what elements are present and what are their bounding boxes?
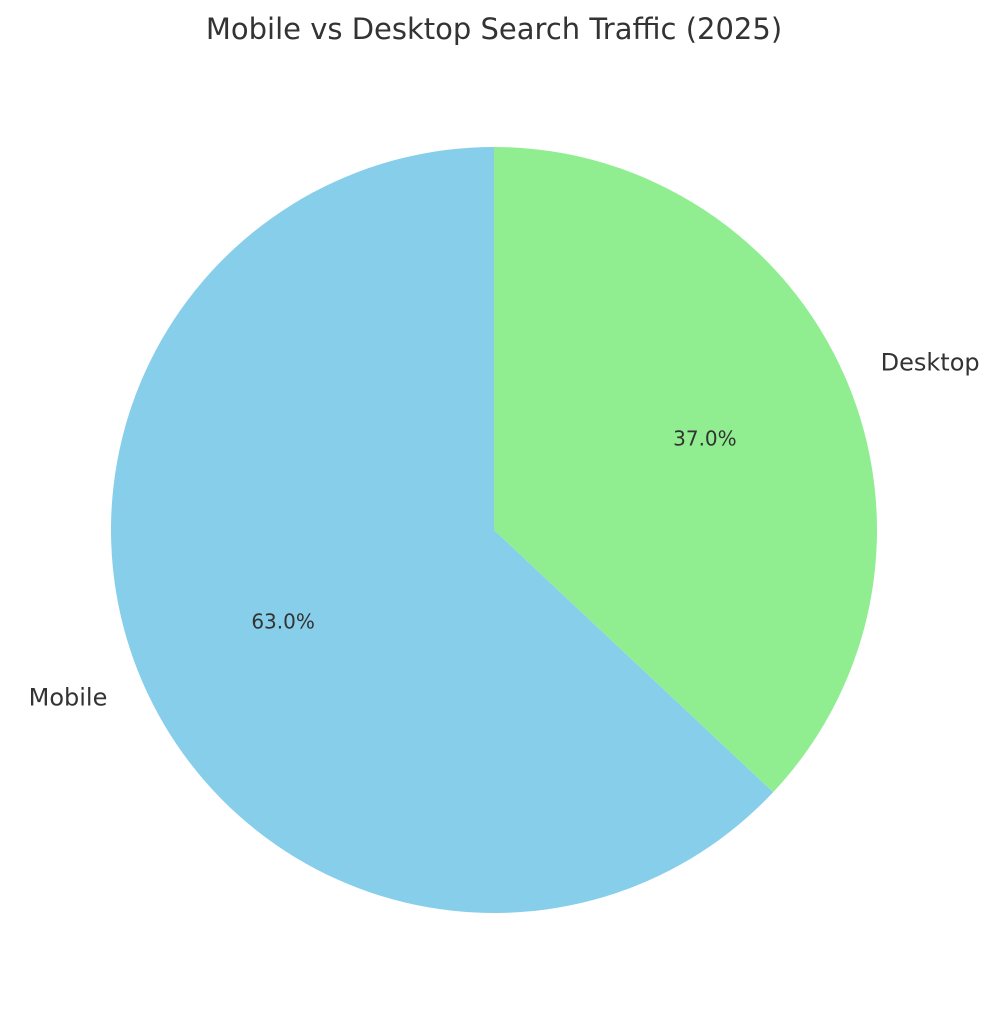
pie-slices	[111, 146, 877, 913]
percent-label-mobile: 63.0%	[251, 609, 315, 633]
percent-label-desktop: 37.0%	[673, 427, 737, 451]
pie-slice-desktop	[494, 146, 877, 793]
category-label-mobile: Mobile	[29, 683, 108, 711]
pie-slice-mobile	[111, 147, 774, 913]
category-label-desktop: Desktop	[881, 349, 980, 377]
chart-title: Mobile vs Desktop Search Traffic (2025)	[206, 12, 782, 46]
pie-labels: 63.0% Mobile 37.0% Desktop	[29, 349, 980, 712]
